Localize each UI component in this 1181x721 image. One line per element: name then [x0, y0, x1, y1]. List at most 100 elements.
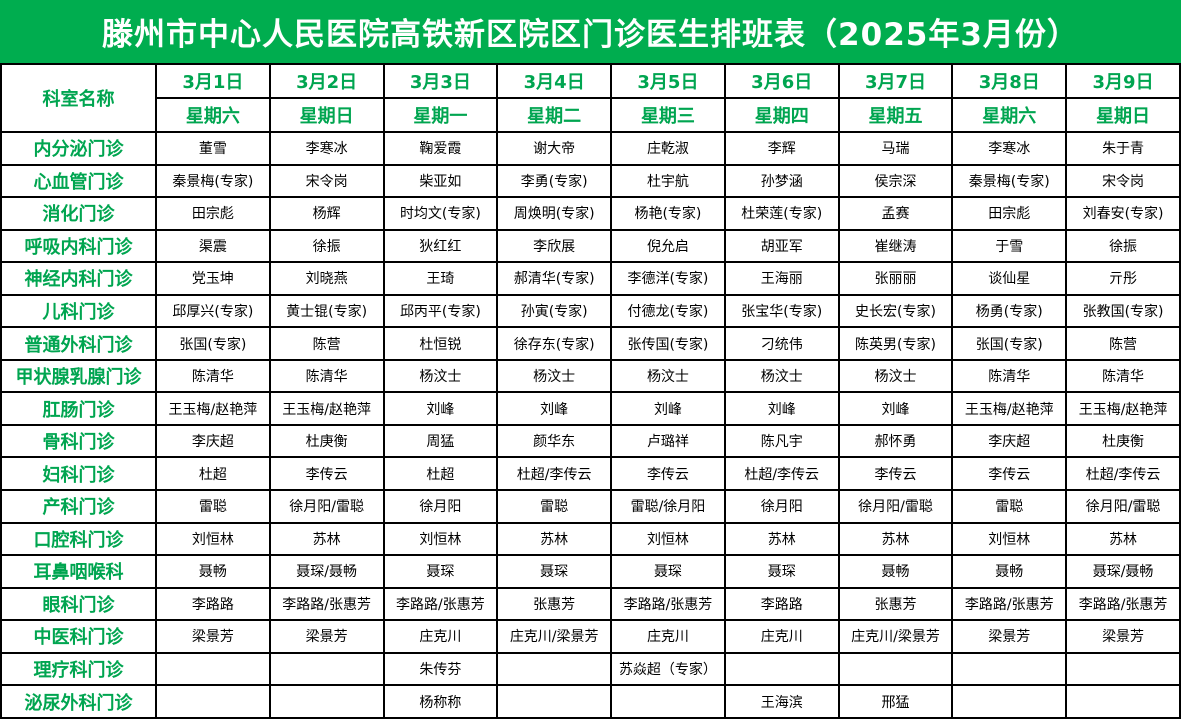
- department-cell: 妇科门诊: [0, 456, 157, 492]
- schedule-cell: 雷聪: [951, 489, 1068, 524]
- department-cell: 口腔科门诊: [0, 521, 157, 557]
- department-cell: 儿科门诊: [0, 293, 157, 329]
- schedule-cell: 倪允启: [610, 228, 726, 264]
- schedule-cell: 刘晓燕: [268, 261, 385, 296]
- schedule-cell: 梁景芳: [155, 619, 271, 654]
- schedule-cell: 杨勇(专家): [951, 293, 1068, 329]
- schedule-cell: 史长宏(专家): [837, 293, 954, 329]
- schedule-cell: 李传云: [951, 456, 1068, 492]
- schedule-cell: 田宗彪: [951, 196, 1068, 231]
- schedule-cell: 孟赛: [837, 196, 954, 231]
- schedule-cell: 徐振: [1065, 228, 1181, 264]
- schedule-cell: 苏林: [268, 521, 385, 557]
- schedule-cell: 徐月阳/雷聪: [837, 489, 954, 524]
- table-row: 骨科门诊 李庆超 杜庚衡 周猛 颜华东 卢璐祥 陈凡宇 郝怀勇 李庆超 杜庚衡: [0, 423, 1181, 459]
- department-cell: 普通外科门诊: [0, 326, 157, 361]
- schedule-cell: 李路路/张惠芳: [268, 586, 385, 622]
- table-row: 理疗科门诊 朱传芬 苏焱超（专家）: [0, 651, 1181, 687]
- schedule-cell: 谈仙星: [951, 261, 1068, 296]
- schedule-cell: 杨艳(专家): [610, 196, 726, 231]
- schedule-cell: 张教国(专家): [1065, 293, 1181, 329]
- date-header-cell: 3月9日: [1065, 63, 1181, 99]
- schedule-cell: 苏林: [723, 521, 840, 557]
- schedule-cell: 陈清华: [268, 358, 385, 394]
- schedule-cell: 渠震: [155, 228, 271, 264]
- schedule-cell: 张惠芳: [496, 586, 613, 622]
- table-row: 神经内科门诊 党玉坤 刘晓燕 王琦 郝清华(专家) 李德洋(专家) 王海丽 张丽丽 谈仙星 亓彤: [0, 261, 1181, 296]
- schedule-cell: 李寒冰: [268, 131, 385, 166]
- schedule-cell: 李传云: [837, 456, 954, 492]
- schedule-cell: 李路路/张惠芳: [382, 586, 499, 622]
- table-row: 呼吸内科门诊 渠震 徐振 狄红红 李欣展 倪允启 胡亚军 崔继涛 于雪 徐振: [0, 228, 1181, 264]
- schedule-cell: 李辉: [723, 131, 840, 166]
- table-row: 妇科门诊 杜超 李传云 杜超 杜超/李传云 李传云 杜超/李传云 李传云 李传云 杜超/李传云: [0, 456, 1181, 492]
- schedule-cell: 田宗彪: [155, 196, 271, 231]
- schedule-cell: 郝清华(专家): [496, 261, 613, 296]
- schedule-cell: 杜超/李传云: [723, 456, 840, 492]
- schedule-cell: 聂琛: [382, 554, 499, 589]
- schedule-cell: 聂畅: [951, 554, 1068, 589]
- schedule-cell: [496, 684, 613, 719]
- schedule-cell: 梁景芳: [951, 619, 1068, 654]
- schedule-cell: 杨汶士: [837, 358, 954, 394]
- schedule-cell: 雷聪/徐月阳: [610, 489, 726, 524]
- schedule-cell: 刘峰: [610, 391, 726, 426]
- schedule-cell: 党玉坤: [155, 261, 271, 296]
- schedule-cell: 聂琛: [496, 554, 613, 589]
- table-row: 耳鼻咽喉科 聂畅 聂琛/聂畅 聂琛 聂琛 聂琛 聂琛 聂畅 聂畅 聂琛/聂畅: [0, 554, 1181, 589]
- schedule-cell: [610, 684, 726, 719]
- schedule-cell: 秦景梅(专家): [951, 163, 1068, 199]
- weekday-header-cell: 星期四: [723, 97, 840, 133]
- schedule-cell: 聂琛/聂畅: [268, 554, 385, 589]
- department-cell: 甲状腺乳腺门诊: [0, 358, 157, 394]
- schedule-cell: 李德洋(专家): [610, 261, 726, 296]
- schedule-cell: [268, 651, 385, 687]
- table-row: 眼科门诊 李路路 李路路/张惠芳 李路路/张惠芳 张惠芳 李路路/张惠芳 李路路 张惠芳 李路路…: [0, 586, 1181, 622]
- table-row: 中医科门诊 梁景芳 梁景芳 庄克川 庄克川/梁景芳 庄克川 庄克川 庄克川/梁景芳 梁景芳 梁景芳: [0, 619, 1181, 654]
- schedule-cell: [951, 684, 1068, 719]
- department-cell: 呼吸内科门诊: [0, 228, 157, 264]
- schedule-cell: 杜超/李传云: [1065, 456, 1181, 492]
- schedule-cell: 秦景梅(专家): [155, 163, 271, 199]
- schedule-cell: 雷聪: [155, 489, 271, 524]
- schedule-table: 科室名称 3月1日 3月2日 3月3日 3月4日 3月5日 3月6日 3月7日 3月8日 3月9日…: [0, 63, 1181, 719]
- department-cell: 骨科门诊: [0, 423, 157, 459]
- schedule-cell: 李欣展: [496, 228, 613, 264]
- schedule-cell: 胡亚军: [723, 228, 840, 264]
- schedule-cell: 杜超/李传云: [496, 456, 613, 492]
- date-header-cell: 3月4日: [496, 63, 613, 99]
- schedule-cell: 刘峰: [723, 391, 840, 426]
- schedule-cell: 张宝华(专家): [723, 293, 840, 329]
- schedule-cell: 苏林: [837, 521, 954, 557]
- weekday-header-cell: 星期三: [610, 97, 726, 133]
- table-header: 科室名称 3月1日 3月2日 3月3日 3月4日 3月5日 3月6日 3月7日 3月8日 3月9日…: [0, 63, 1181, 133]
- schedule-cell: 王玉梅/赵艳萍: [951, 391, 1068, 426]
- weekday-header-cell: 星期五: [837, 97, 954, 133]
- date-header-cell: 3月8日: [951, 63, 1068, 99]
- schedule-cell: 李路路: [155, 586, 271, 622]
- schedule-cell: 李庆超: [155, 423, 271, 459]
- department-cell: 眼科门诊: [0, 586, 157, 622]
- table-row: 普通外科门诊 张国(专家) 陈营 杜恒锐 徐存东(专家) 张传国(专家) 刁统伟 陈英男(专家…: [0, 326, 1181, 361]
- date-header-cell: 3月3日: [382, 63, 499, 99]
- schedule-cell: 徐月阳: [382, 489, 499, 524]
- table-row: 儿科门诊 邱厚兴(专家) 黄士锟(专家) 邱丙平(专家) 孙寅(专家) 付德龙(专家) 张宝…: [0, 293, 1181, 329]
- department-cell: 消化门诊: [0, 196, 157, 231]
- date-header-cell: 3月2日: [268, 63, 385, 99]
- schedule-cell: [837, 651, 954, 687]
- schedule-cell: 陈清华: [155, 358, 271, 394]
- schedule-cell: 王玉梅/赵艳萍: [268, 391, 385, 426]
- schedule-cell: 徐振: [268, 228, 385, 264]
- department-cell: 神经内科门诊: [0, 261, 157, 296]
- schedule-cell: 宋令岗: [268, 163, 385, 199]
- schedule-cell: 李路路/张惠芳: [610, 586, 726, 622]
- weekday-header-cell: 星期六: [951, 97, 1068, 133]
- schedule-cell: 刘峰: [496, 391, 613, 426]
- schedule-cell: 刘恒林: [382, 521, 499, 557]
- department-cell: 中医科门诊: [0, 619, 157, 654]
- table-row: 内分泌门诊 董雪 李寒冰 鞠爱霞 谢大帝 庄乾淑 李辉 马瑞 李寒冰 朱于青: [0, 131, 1181, 166]
- table-row: 心血管门诊 秦景梅(专家) 宋令岗 柴亚如 李勇(专家) 杜宇航 孙梦涵 侯宗深 秦景梅(专家)…: [0, 163, 1181, 199]
- schedule-cell: 邱厚兴(专家): [155, 293, 271, 329]
- schedule-cell: 杨汶士: [610, 358, 726, 394]
- schedule-cell: 徐存东(专家): [496, 326, 613, 361]
